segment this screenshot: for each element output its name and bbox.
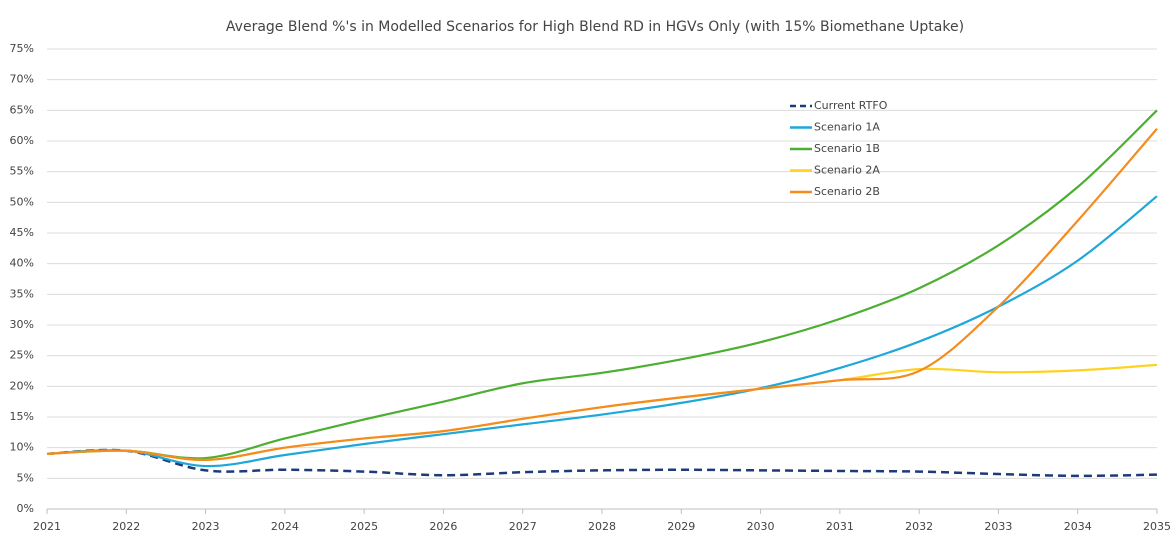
- y-tick-label: 70%: [10, 73, 34, 86]
- series-line: [46, 128, 1158, 462]
- series-line: [46, 195, 1158, 468]
- x-tick-label: 2026: [429, 520, 457, 533]
- y-tick-label: 20%: [10, 379, 34, 392]
- chart-title: Average Blend %'s in Modelled Scenarios …: [226, 19, 964, 35]
- y-tick-label: 25%: [10, 349, 34, 362]
- x-tick-label: 2025: [350, 520, 378, 533]
- legend-label: Scenario 2A: [814, 164, 880, 177]
- y-tick-label: 75%: [10, 42, 34, 55]
- x-tick-label: 2021: [33, 520, 61, 533]
- y-tick-label: 65%: [10, 103, 34, 116]
- x-tick-label: 2024: [271, 520, 299, 533]
- x-tick-label: 2031: [826, 520, 854, 533]
- y-tick-label: 60%: [10, 134, 34, 147]
- x-tick-label: 2029: [667, 520, 695, 533]
- x-tick-label: 2028: [588, 520, 616, 533]
- y-tick-label: 15%: [10, 410, 34, 423]
- x-tick-label: 2023: [192, 520, 220, 533]
- legend-label: Scenario 1A: [814, 121, 880, 134]
- legend-label: Scenario 1B: [814, 142, 880, 155]
- series-line: [46, 109, 1158, 460]
- y-tick-label: 55%: [10, 165, 34, 178]
- y-tick-label: 50%: [10, 195, 34, 208]
- x-tick-label: 2032: [905, 520, 933, 533]
- y-tick-label: 0%: [17, 502, 34, 515]
- x-tick-label: 2034: [1064, 520, 1092, 533]
- x-tick-label: 2030: [747, 520, 775, 533]
- x-tick-label: 2033: [984, 520, 1012, 533]
- x-tick-label: 2027: [509, 520, 537, 533]
- series-line: [46, 448, 1158, 478]
- y-tick-label: 5%: [17, 471, 34, 484]
- x-tick-label: 2035: [1143, 520, 1171, 533]
- y-tick-label: 45%: [10, 226, 34, 239]
- y-tick-label: 10%: [10, 441, 34, 454]
- y-tick-label: 40%: [10, 257, 34, 270]
- legend-label: Current RTFO: [814, 99, 888, 112]
- legend-label: Scenario 2B: [814, 185, 880, 198]
- y-tick-label: 30%: [10, 318, 34, 331]
- y-tick-label: 35%: [10, 287, 34, 300]
- x-tick-label: 2022: [112, 520, 140, 533]
